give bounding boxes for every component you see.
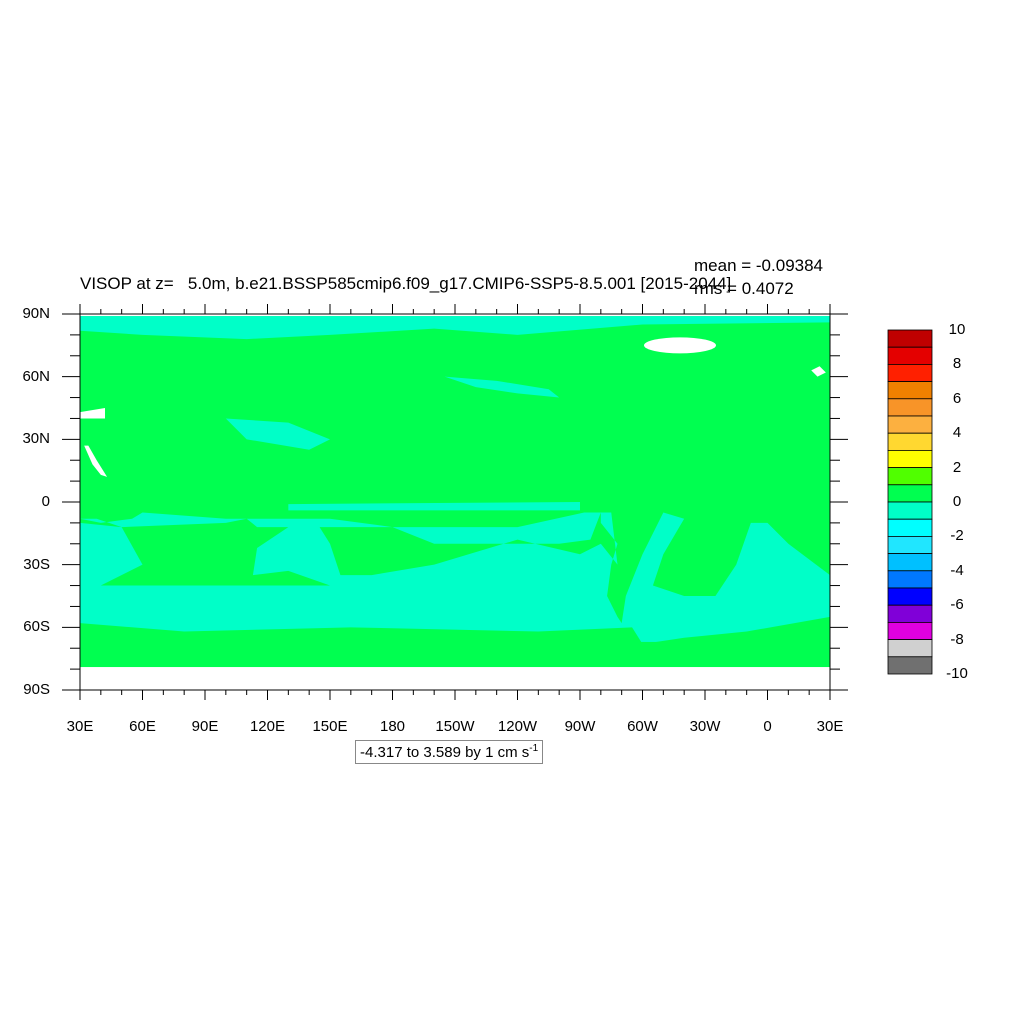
colorbar-box [887,398,933,417]
x-tick-label: 60E [129,718,156,735]
missing-data-red-sea [84,445,108,477]
contour-field [80,316,830,668]
x-tick-label: 0 [763,718,772,735]
colorbar-box [887,467,933,486]
field-negative-region [225,418,330,450]
x-tick-label: 30E [816,718,844,735]
y-tick-label: 90N [22,305,50,322]
colorbar-box [887,501,933,520]
x-tick-label: 30W [689,718,721,735]
colorbar-box [887,518,933,537]
colorbar-box [887,622,933,641]
plot-title: VISOP at z= 5.0m, b.e21.BSSP585cmip6.f09… [80,274,732,293]
colorbar-label: 4 [952,424,962,442]
y-tick-label: 30N [22,430,50,448]
missing-data-caspian [80,408,105,419]
y-tick-label: 60S [23,618,50,636]
x-tick-label: 150E [312,718,348,735]
y-tick-label: 0 [41,493,50,510]
x-tick-label: 90E [191,718,219,735]
colorbar-box [887,553,933,572]
colorbar-label: -8 [950,630,964,648]
colorbar-box [887,570,933,589]
colorbar-box [887,329,933,348]
x-tick-label: 30E [66,718,94,735]
map-axes [62,304,848,700]
colorbar-label: 6 [952,389,962,407]
x-tick-label: 180 [379,718,406,735]
colorbar [887,329,933,675]
colorbar-box [887,587,933,606]
missing-data-greenland [644,337,716,354]
colorbar-label: -4 [950,561,964,579]
colorbar-label: 2 [952,458,962,476]
colorbar-box [887,432,933,451]
x-tick-label: 120W [497,718,538,735]
colorbar-label: -6 [950,596,964,614]
mean-label: mean = -0.09384 [694,256,824,275]
field-negative-region [288,502,580,511]
x-tick-label: 60W [627,718,658,735]
field-negative-region [80,512,830,645]
field-negative-region [80,316,830,340]
missing-data-baltic [811,366,826,377]
colorbar-label: 10 [948,321,966,338]
colorbar-box [887,449,933,468]
field-negative-region [444,376,560,398]
colorbar-box [887,363,933,382]
contour-info-text: -4.317 to 3.589 by 1 cm s [360,744,530,761]
contour-info-unit-exponent: -1 [529,743,539,754]
y-tick-label: 90S [23,681,50,698]
colorbar-box [887,604,933,623]
colorbar-box [887,639,933,658]
colorbar-label: 0 [952,493,962,510]
colorbar-box [887,381,933,400]
colorbar-box [887,346,933,365]
field-negative-region [80,585,351,632]
rms-label: rms = 0.4072 [694,279,794,298]
y-tick-label: 30S [23,555,50,573]
colorbar-box [887,484,933,503]
contour-info-box: -4.317 to 3.589 by 1 cm s-1 [355,740,544,764]
field-antarctic-positive-band [80,641,830,668]
x-tick-label: 90W [564,718,596,735]
colorbar-box [887,656,933,675]
x-tick-label: 150W [435,718,475,735]
colorbar-label: 8 [952,355,962,373]
colorbar-box [887,415,933,434]
colorbar-label: -2 [950,527,964,545]
colorbar-label: -10 [946,665,968,682]
y-tick-label: 60N [22,367,50,385]
field-negative-region [80,522,143,586]
x-tick-label: 120E [249,718,286,735]
colorbar-box [887,536,933,555]
